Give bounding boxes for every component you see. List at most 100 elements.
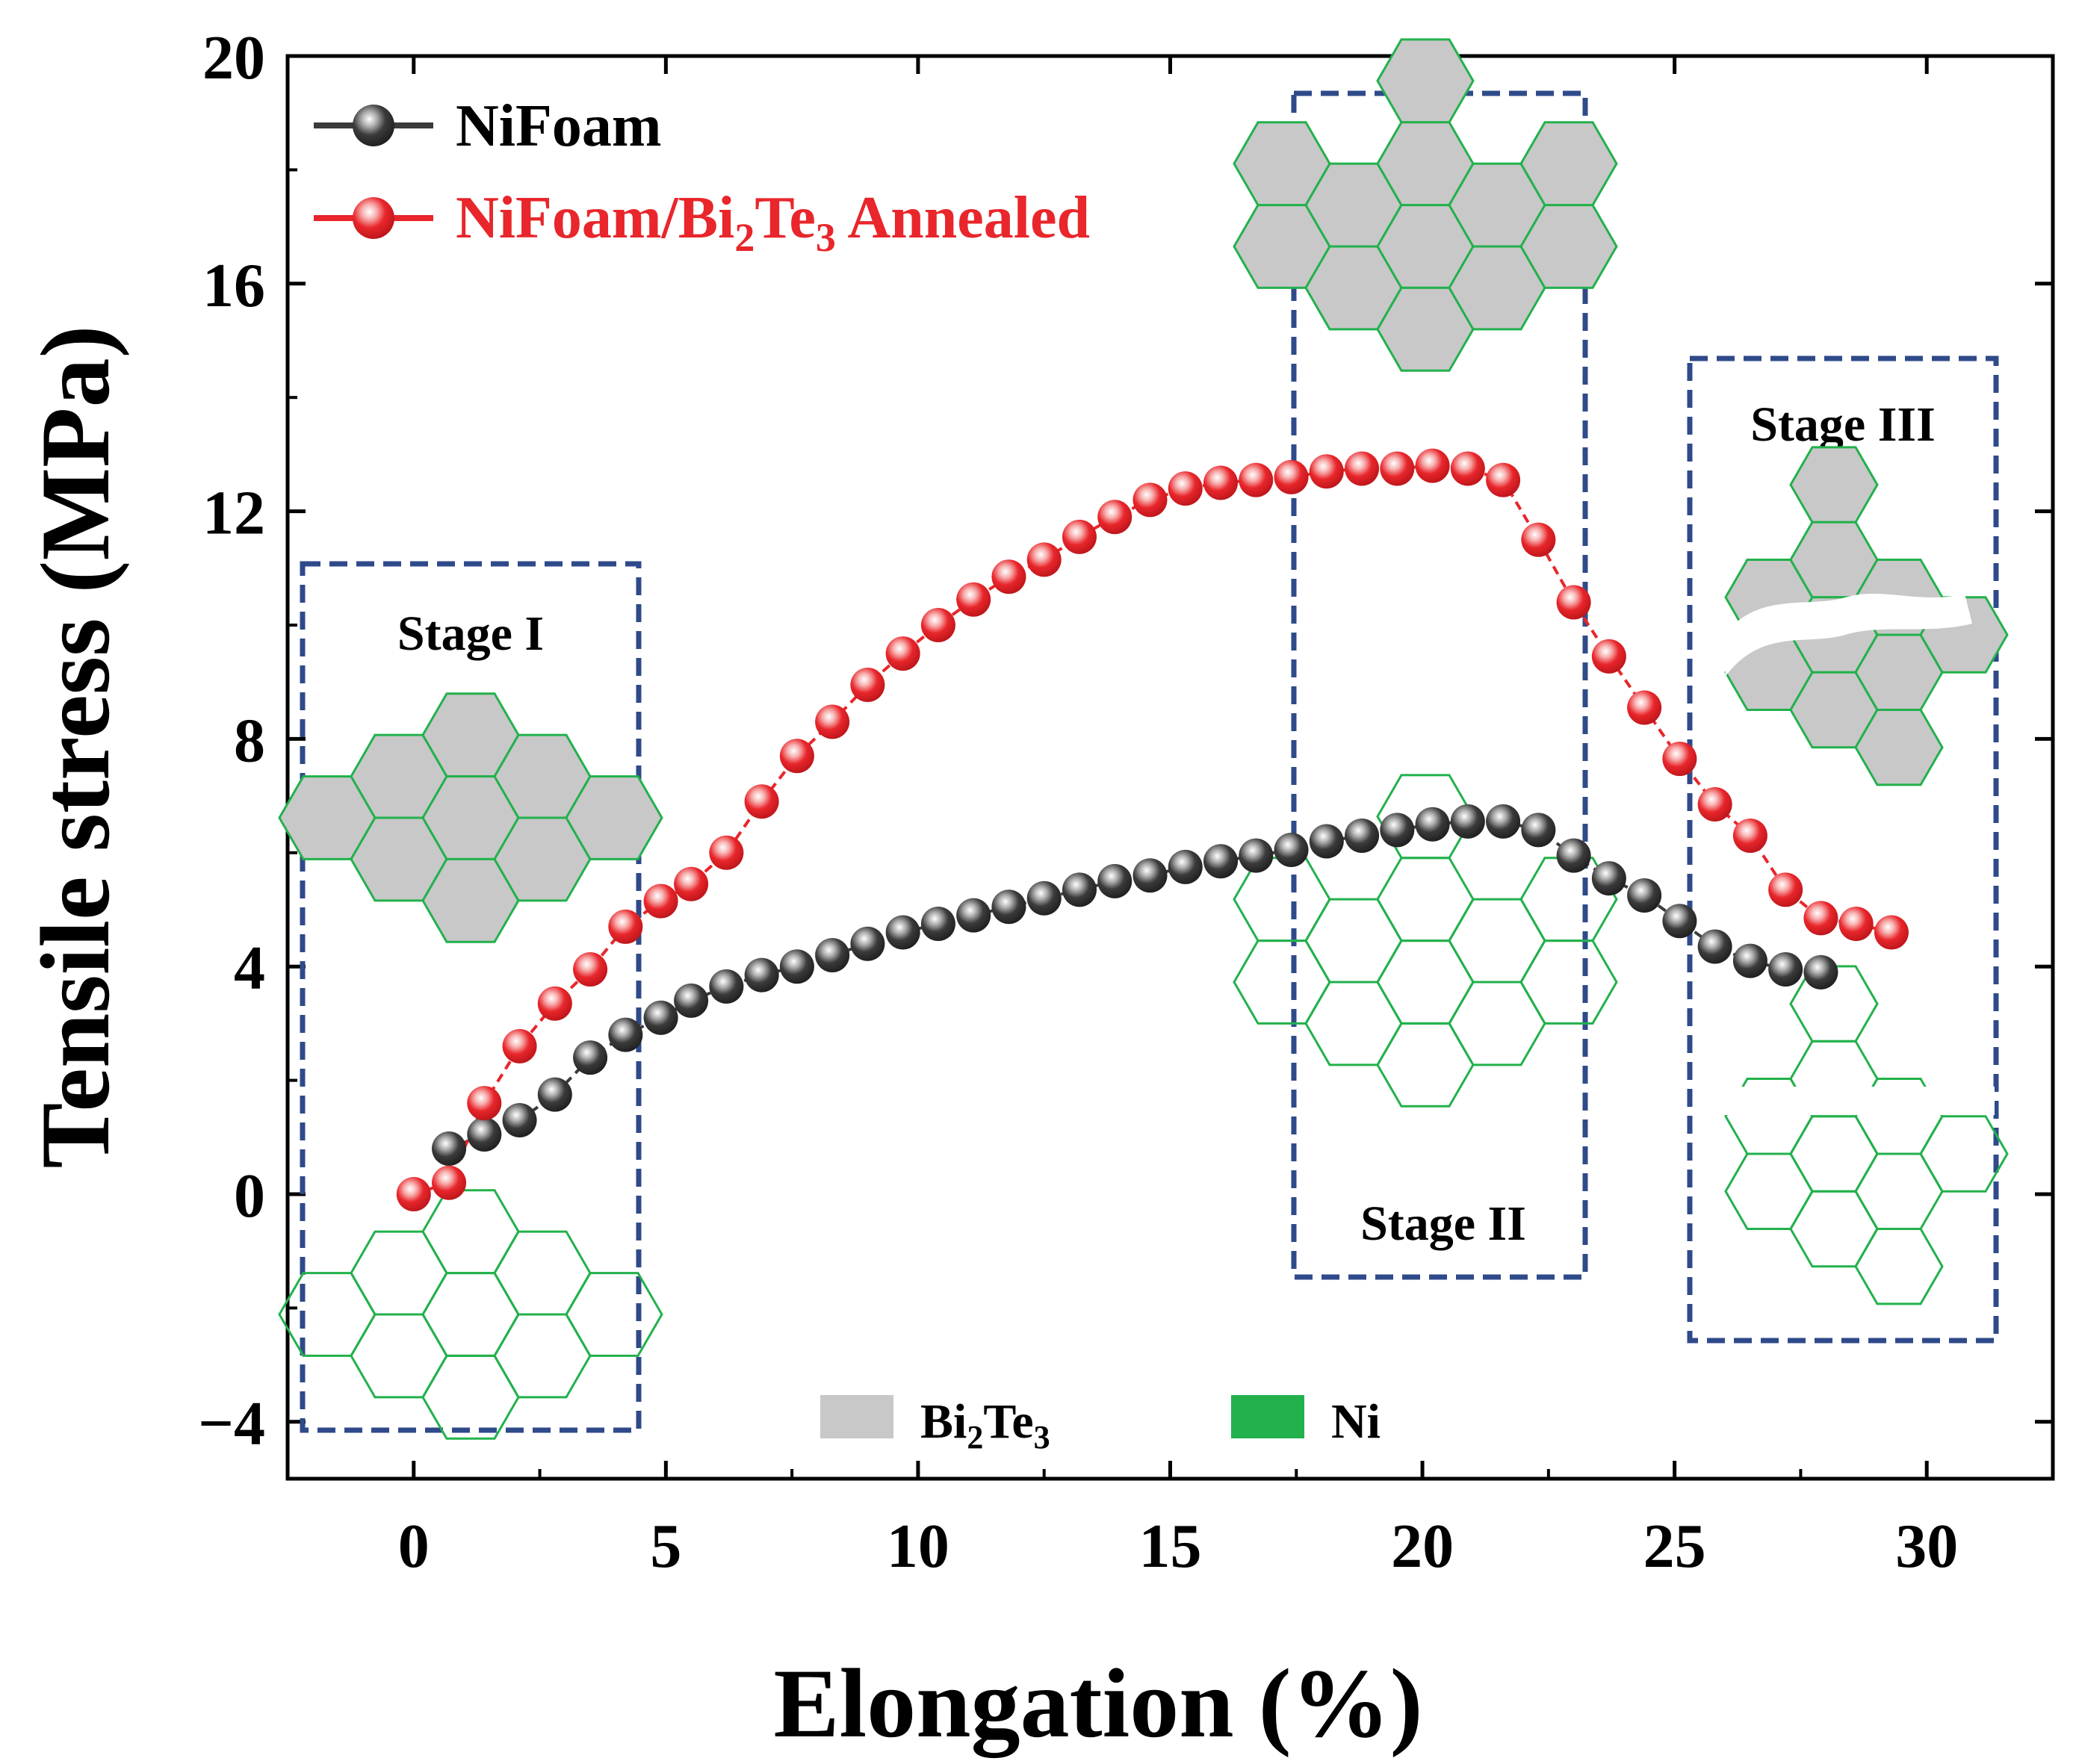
annealed-point <box>1415 448 1450 483</box>
nifoam-point <box>1803 954 1838 990</box>
y-axis-title: Tensile stress (MPa) <box>20 325 130 1168</box>
nifoam-point <box>1486 804 1521 839</box>
legend-annealed-label: NiFoam/Bi2Te3 Annealed <box>456 185 1090 260</box>
nifoam-point <box>1345 818 1380 853</box>
annealed-point <box>1521 522 1556 557</box>
annealed-point <box>1450 451 1485 486</box>
nifoam-point <box>643 1000 678 1035</box>
y-tick-label: 4 <box>234 934 265 1003</box>
y-tick-label: 12 <box>202 479 265 548</box>
x-tick-label: 15 <box>1139 1512 1202 1581</box>
y-tick-label: 16 <box>202 251 265 320</box>
annealed-point <box>850 668 885 703</box>
ni-cell <box>565 1272 663 1357</box>
annealed-point <box>1097 500 1132 535</box>
x-tick-label: 0 <box>398 1512 430 1581</box>
annealed-point <box>1697 787 1732 822</box>
y-tick-label: 8 <box>234 706 265 775</box>
annealed-point <box>1662 742 1697 777</box>
annealed-point <box>643 883 678 919</box>
annealed-point <box>1803 901 1838 936</box>
annealed-point <box>1309 454 1344 489</box>
nifoam-point <box>709 969 744 1004</box>
ni-cell <box>1854 1228 1944 1305</box>
nifoam-point <box>1450 804 1485 839</box>
ni-cell <box>1724 1152 1814 1230</box>
legend-annealed-sub-2: 2 <box>734 215 755 260</box>
ni-legend-label: Ni <box>1331 1394 1381 1449</box>
annealed-point <box>1168 471 1203 506</box>
annealed-point <box>709 835 744 870</box>
y-tick-label: −4 <box>198 1389 265 1459</box>
nifoam-point <box>1768 952 1803 987</box>
nifoam-point <box>815 937 850 972</box>
annealed-point <box>1380 451 1415 486</box>
bi2te3-cell <box>1789 446 1879 524</box>
stage-1-ni-skeleton-honeycomb <box>278 1189 663 1440</box>
bi2te3-cell <box>1854 709 1944 786</box>
annealed-point <box>1203 465 1239 500</box>
stage-2-ni-skeleton-honeycomb <box>1233 774 1618 1108</box>
nifoam-point <box>1203 844 1239 879</box>
annealed-point <box>1838 907 1874 942</box>
nifoam-point <box>1415 807 1450 842</box>
annealed-point <box>1345 451 1380 486</box>
annealed-point <box>744 784 779 819</box>
nifoam-point <box>573 1040 608 1075</box>
nifoam-point <box>1732 943 1767 978</box>
stage-1-label: Stage I <box>397 606 544 661</box>
stage-3-label: Stage III <box>1750 397 1936 452</box>
x-tick-label: 5 <box>650 1512 681 1581</box>
stage-2-label: Stage II <box>1360 1196 1526 1251</box>
annealed-point <box>467 1086 502 1121</box>
annealed-point <box>1627 690 1662 725</box>
annealed-point <box>1132 482 1168 518</box>
bi2te3-cell <box>565 775 663 860</box>
nifoam-point <box>1062 872 1097 907</box>
nifoam-point <box>1097 863 1132 898</box>
annealed-point <box>1591 639 1626 674</box>
bi2te3-cell <box>1519 204 1618 289</box>
ni-cell <box>493 1313 592 1399</box>
annealed-point <box>1062 519 1097 554</box>
annealed-point <box>432 1165 467 1200</box>
ni-cell <box>1304 981 1403 1066</box>
legend-nifoam-marker <box>353 105 394 146</box>
annealed-point <box>1556 585 1591 620</box>
x-tick-label: 30 <box>1895 1512 1958 1581</box>
annealed-point <box>608 909 643 944</box>
annealed-point <box>885 636 920 671</box>
nifoam-point <box>1697 929 1732 964</box>
ni-cell <box>1304 898 1403 984</box>
nifoam-point <box>1380 813 1415 848</box>
nifoam-point <box>744 957 779 993</box>
annealed-point <box>956 582 991 617</box>
annealed-point <box>1274 459 1309 494</box>
nifoam-points <box>432 804 1838 1167</box>
annealed-point <box>674 866 709 901</box>
legend-nifoam-label: NiFoam <box>456 93 662 159</box>
nifoam-point <box>1168 849 1203 884</box>
bi2te3-cell <box>1376 38 1475 124</box>
ni-cell <box>1233 940 1331 1025</box>
nifoam-point <box>1026 881 1062 916</box>
nifoam-point <box>1556 838 1591 873</box>
annealed-point <box>920 608 955 642</box>
nifoam-point <box>1591 861 1626 896</box>
annealed-point <box>573 952 608 987</box>
nifoam-line <box>448 819 1821 1150</box>
annealed-point <box>537 986 572 1021</box>
stage-3-crack <box>1722 594 1972 676</box>
nifoam-bi2te3-annealed-points <box>396 448 1909 1211</box>
x-axis-title: Elongation (%) <box>773 1648 1422 1758</box>
annealed-point <box>991 559 1026 594</box>
stage-3-broken-ni-skeleton <box>1724 965 2009 1305</box>
nifoam-point <box>991 889 1026 925</box>
legend-annealed-marker <box>353 197 394 239</box>
ni-cell <box>278 1272 377 1357</box>
materials-legend: Bi2Te3 Ni <box>820 1394 1381 1456</box>
annealed-point <box>1026 542 1062 577</box>
annealed-point <box>779 739 814 774</box>
nifoam-point <box>1662 904 1697 939</box>
